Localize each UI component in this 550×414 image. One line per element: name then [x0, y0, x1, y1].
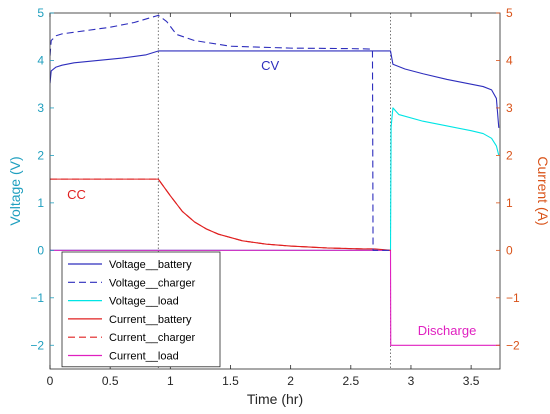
annotation-cc: CC	[67, 187, 86, 202]
series-line-current-load	[50, 249, 500, 346]
series-line-voltage-load	[50, 107, 500, 251]
legend-entry: Current__charger	[109, 332, 196, 344]
x-tick-label: 0	[47, 374, 54, 388]
tick-layer: 0 0.5 1 1.5 2 2.5 3 3.5 5 5 4 4 3 3 2 2 1 1 0 0 −1 −1 −2 −2	[30, 6, 520, 388]
y-tick-label-right: 4	[506, 53, 513, 67]
legend-entry: Voltage__load	[109, 296, 179, 308]
x-tick-label: 2	[287, 374, 294, 388]
legend: Voltage__battery Voltage__charger Voltage_…	[61, 251, 221, 368]
y-tick-label-left: 1	[37, 196, 44, 210]
y-tick-label-left: 3	[37, 101, 44, 115]
x-tick-label: 1.5	[222, 374, 239, 388]
y-tick-label-right: 2	[506, 148, 513, 162]
y-tick-label-left: 2	[37, 148, 44, 162]
x-axis-label: Time (hr)	[247, 391, 303, 407]
x-tick-label: 3.5	[463, 374, 480, 388]
x-tick-label: 0.5	[102, 374, 119, 388]
annotation-cv: CV	[261, 58, 279, 73]
y-tick-label-right: −1	[506, 291, 520, 305]
y-axis-label-right: Current (A)	[535, 156, 550, 225]
x-tick-label: 3	[408, 374, 415, 388]
series-line-current-battery	[50, 178, 391, 251]
legend-box	[61, 251, 221, 368]
legend-entry: Current__load	[109, 351, 179, 363]
legend-entry: Voltage__charger	[109, 277, 196, 289]
y-tick-label-right: 0	[506, 243, 513, 257]
series-line-current-charger	[50, 178, 373, 250]
series-line-voltage-charger	[50, 14, 391, 251]
plot-frame	[49, 12, 501, 370]
y-tick-label-right: 3	[506, 101, 513, 115]
y-tick-label-right: −2	[506, 338, 520, 352]
series-layer	[50, 14, 500, 346]
y-tick-label-left: −1	[30, 291, 44, 305]
annotation-discharge: Discharge	[418, 323, 477, 338]
y-axis-label-left: Voltage (V)	[7, 156, 23, 225]
annotation-layer: CV CC Discharge	[67, 58, 476, 338]
y-tick-label-left: 4	[37, 53, 44, 67]
y-tick-label-left: −2	[30, 338, 44, 352]
y-tick-label-left: 5	[37, 6, 44, 20]
legend-entry: Current__battery	[109, 314, 192, 326]
legend-entry: Voltage__battery	[109, 259, 192, 271]
series-line-voltage-battery	[50, 50, 500, 128]
y-tick-label-left: 0	[37, 243, 44, 257]
y-tick-label-right: 5	[506, 6, 513, 20]
x-tick-label: 2.5	[342, 374, 359, 388]
y-tick-label-right: 1	[506, 196, 513, 210]
x-tick-label: 1	[167, 374, 174, 388]
